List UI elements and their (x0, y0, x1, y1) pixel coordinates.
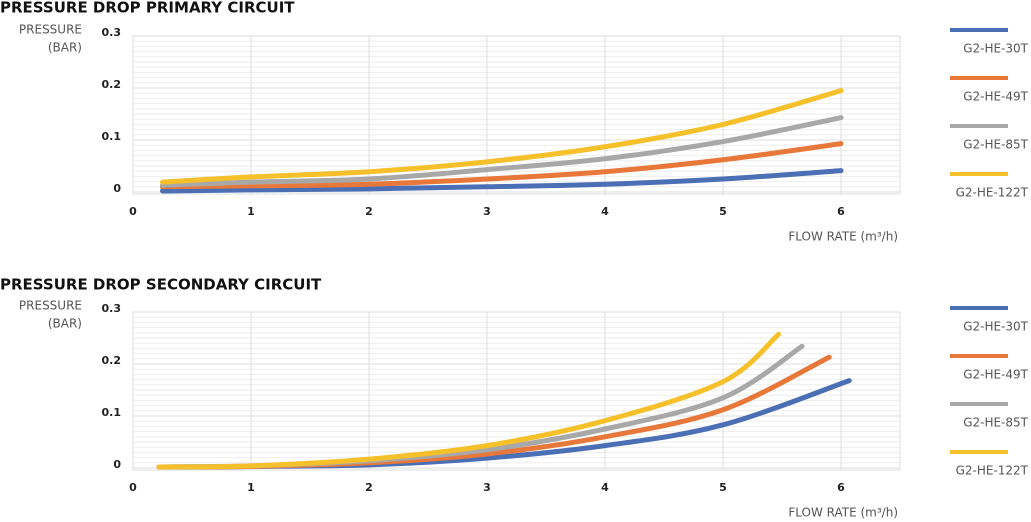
y-tick-label: 0.3 (102, 26, 122, 39)
x-tick-label: 1 (247, 481, 255, 494)
x-tick-label: 5 (719, 205, 727, 218)
series-line (160, 168, 844, 194)
legend-label: G2-HE-85T (963, 416, 1028, 430)
series-line (156, 331, 781, 470)
y-tick-label: 0.2 (102, 78, 122, 91)
legend-label: G2-HE-30T (963, 320, 1028, 334)
x-tick-label: 0 (129, 205, 137, 218)
y-tick-label: 0.2 (102, 354, 122, 367)
legend-label: G2-HE-49T (963, 368, 1028, 382)
legend-label: G2-HE-122T (956, 464, 1029, 478)
x-tick-label: 3 (483, 205, 491, 218)
x-axis-label: FLOW RATE (m³/h) (788, 230, 898, 244)
legend-label: G2-HE-122T (956, 186, 1029, 200)
y-tick-label: 0 (113, 458, 121, 471)
y-tick-label: 0.1 (102, 130, 122, 143)
x-tick-label: 6 (837, 481, 845, 494)
y-axis-label: PRESSURE (19, 299, 82, 313)
x-tick-label: 4 (601, 481, 609, 494)
plot-area (132, 35, 901, 195)
x-tick-label: 0 (129, 481, 137, 494)
y-axis-label: PRESSURE (19, 23, 82, 37)
x-tick-label: 6 (837, 205, 845, 218)
series-line (160, 141, 844, 190)
x-tick-label: 3 (483, 481, 491, 494)
series-line (160, 115, 844, 188)
x-tick-label: 2 (365, 481, 373, 494)
y-axis-label: (BAR) (48, 317, 82, 331)
y-tick-label: 0 (113, 182, 121, 195)
series-line (160, 88, 844, 185)
x-tick-label: 5 (719, 481, 727, 494)
x-tick-label: 2 (365, 205, 373, 218)
chart-title: PRESSURE DROP SECONDARY CIRCUIT (0, 276, 322, 294)
y-tick-label: 0.1 (102, 406, 122, 419)
x-tick-label: 4 (601, 205, 609, 218)
legend-label: G2-HE-30T (963, 42, 1028, 56)
y-axis-label: (BAR) (48, 41, 82, 55)
x-tick-label: 1 (247, 205, 255, 218)
x-axis-label: FLOW RATE (m³/h) (788, 506, 898, 520)
legend-label: G2-HE-49T (963, 90, 1028, 104)
legend-label: G2-HE-85T (963, 138, 1028, 152)
chart-title: PRESSURE DROP PRIMARY CIRCUIT (0, 0, 295, 17)
y-tick-label: 0.3 (102, 302, 122, 315)
